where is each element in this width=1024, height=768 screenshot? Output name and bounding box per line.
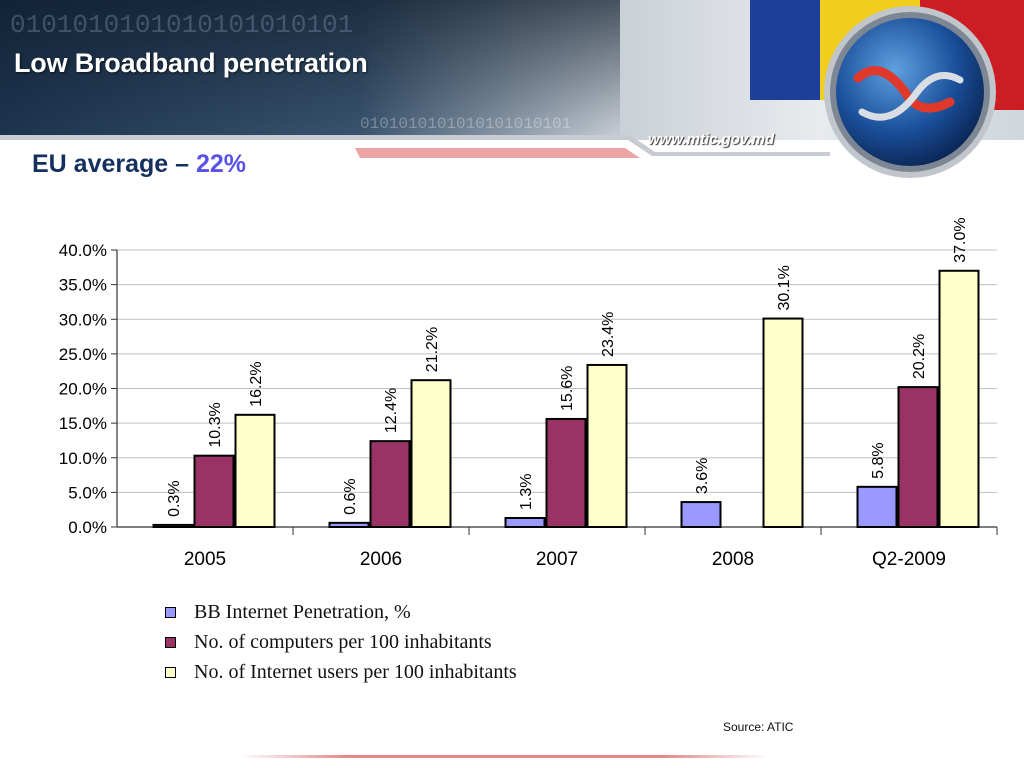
x-tick-label: 2008 — [712, 549, 754, 570]
data-label: 23.4% — [600, 312, 617, 357]
y-tick-label: 25.0% — [59, 345, 107, 364]
data-label: 15.6% — [559, 366, 576, 411]
y-tick-label: 35.0% — [59, 276, 107, 295]
x-tick-label: 2007 — [536, 549, 578, 570]
legend-swatch — [165, 606, 176, 618]
bar — [152, 523, 194, 528]
subtitle-prefix: EU average – — [32, 150, 196, 178]
legend-swatch — [165, 666, 176, 678]
x-tick-label: 2005 — [184, 549, 226, 570]
data-label: 0.3% — [166, 480, 183, 516]
footer-divider — [240, 755, 770, 758]
bar — [234, 413, 276, 528]
data-label: 5.8% — [870, 442, 887, 478]
bar — [410, 379, 452, 528]
x-tick-label: Q2-2009 — [872, 549, 946, 570]
data-label: 20.2% — [911, 334, 928, 379]
data-label: 30.1% — [776, 265, 793, 310]
broadband-chart: 0.0% 5.0% 10.0% 15.0% 20.0% 25.0% 30.0% 35.0% 40… — [59, 217, 998, 570]
legend-label: No. of computers per 100 inhabitants — [194, 630, 492, 653]
legend-swatch — [165, 636, 176, 648]
bar — [762, 317, 804, 529]
slide-header: 0101010101010101010101 01010101010101010… — [0, 0, 1024, 185]
eu-average-subtitle: EU average – 22% — [32, 150, 246, 179]
bar — [586, 363, 628, 528]
bar — [856, 485, 898, 528]
y-tick-label: 5.0% — [68, 483, 107, 502]
page-title: Low Broadband penetration — [14, 48, 368, 78]
source-note: Source: ATIC — [723, 720, 794, 734]
legend-item: BB Internet Penetration, % — [165, 597, 517, 627]
bar — [328, 521, 370, 529]
legend-label: BB Internet Penetration, % — [194, 600, 411, 623]
data-label: 37.0% — [952, 217, 969, 262]
bar — [938, 269, 980, 529]
y-tick-label: 0.0% — [68, 518, 107, 537]
data-label: 10.3% — [207, 402, 224, 447]
website-url: www.mtic.gov.md — [648, 131, 775, 148]
legend-item: No. of computers per 100 inhabitants — [165, 627, 517, 657]
y-tick-label: 10.0% — [59, 449, 107, 468]
bar — [193, 454, 235, 528]
bar — [545, 417, 587, 528]
y-tick-label: 15.0% — [59, 414, 107, 433]
y-tick-label: 30.0% — [59, 310, 107, 329]
bar — [897, 386, 939, 528]
logo-mark — [853, 66, 955, 113]
x-tick-label: 2006 — [360, 549, 402, 570]
data-label: 12.4% — [383, 388, 400, 433]
binary-decoration: 0101010101010101010101 — [10, 10, 353, 40]
legend-label: No. of Internet users per 100 inhabitant… — [194, 660, 517, 683]
bar — [504, 516, 546, 528]
bar — [680, 501, 722, 529]
bar — [369, 440, 411, 529]
data-label: 0.6% — [342, 478, 359, 514]
binary-decoration-2: 0101010101010101010101 — [360, 115, 571, 133]
header-banner: 0101010101010101010101 01010101010101010… — [0, 0, 1024, 185]
subtitle-value: 22% — [196, 150, 247, 178]
y-tick-label: 20.0% — [59, 380, 107, 399]
data-label: 16.2% — [248, 361, 265, 406]
data-label: 21.2% — [424, 327, 441, 372]
chart-legend: BB Internet Penetration, % No. of comput… — [165, 597, 517, 687]
data-label: 3.6% — [694, 458, 711, 494]
data-label: 1.3% — [518, 474, 535, 510]
y-tick-label: 40.0% — [59, 241, 107, 260]
legend-item: No. of Internet users per 100 inhabitant… — [165, 657, 517, 687]
